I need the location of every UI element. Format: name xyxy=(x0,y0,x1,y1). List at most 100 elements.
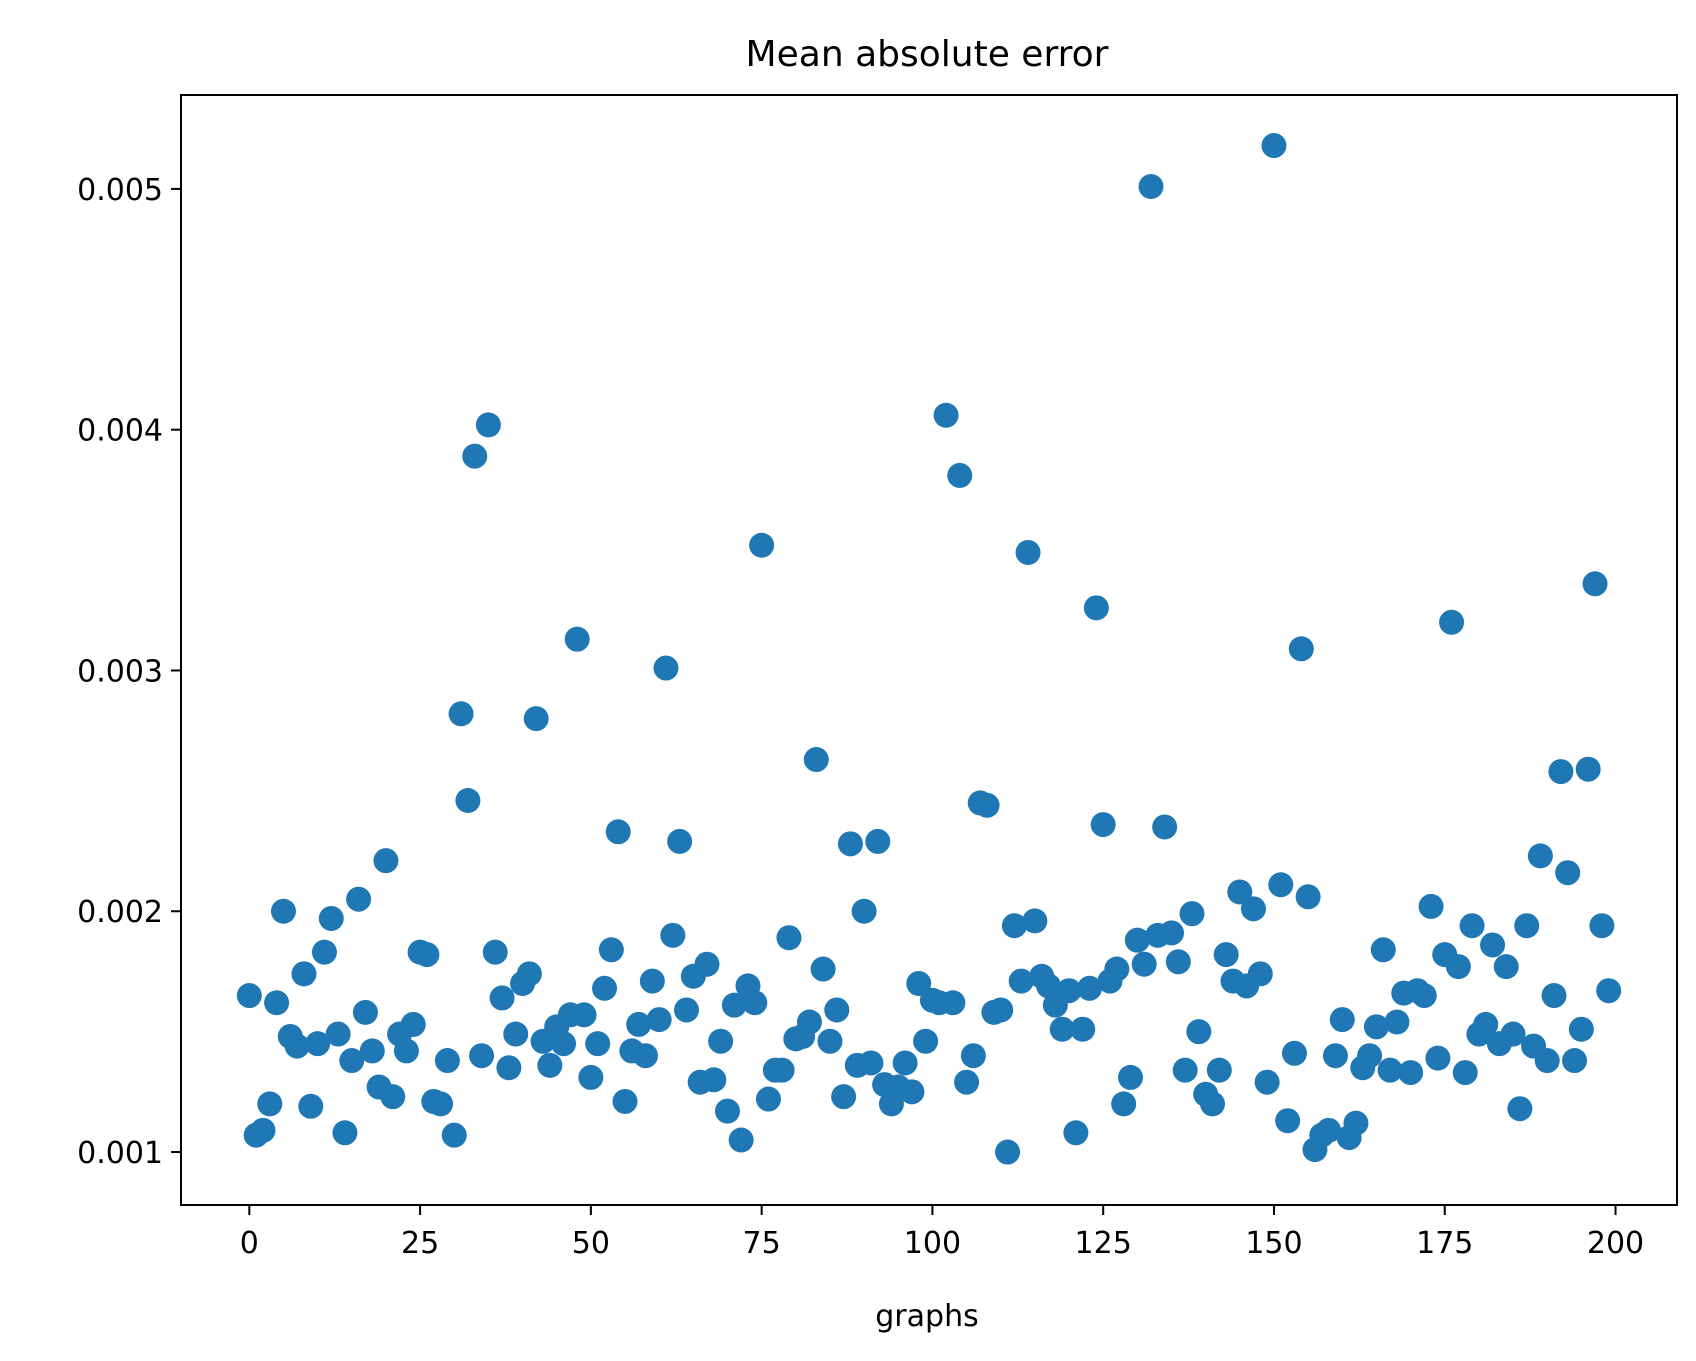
scatter-point xyxy=(1425,1045,1451,1071)
scatter-point xyxy=(933,402,959,428)
scatter-point xyxy=(810,956,836,982)
scatter-point xyxy=(995,1139,1021,1165)
scatter-point xyxy=(1172,1057,1198,1083)
scatter-point xyxy=(674,997,699,1023)
x-tick-label: 100 xyxy=(904,1226,961,1261)
scatter-point xyxy=(441,1122,467,1148)
scatter-point xyxy=(974,792,1000,818)
x-tick-label: 150 xyxy=(1245,1226,1302,1261)
scatter-point xyxy=(298,1093,324,1119)
scatter-point xyxy=(551,1031,577,1057)
scatter-point xyxy=(1268,872,1294,898)
scatter-point xyxy=(1186,1019,1212,1045)
scatter-point xyxy=(359,1038,385,1064)
scatter-point xyxy=(1001,913,1027,939)
scatter-point xyxy=(1548,759,1574,785)
scatter-point xyxy=(414,942,440,968)
y-tick-label: 0.005 xyxy=(77,173,163,208)
scatter-point xyxy=(1562,1048,1588,1074)
scatter-point xyxy=(1575,756,1601,782)
scatter-point xyxy=(1288,636,1314,662)
scatter-point xyxy=(1240,896,1266,922)
x-tick-label: 175 xyxy=(1416,1226,1473,1261)
scatter-point xyxy=(1022,908,1048,934)
chart-title: Mean absolute error xyxy=(746,34,1109,75)
x-tick-label: 200 xyxy=(1587,1226,1644,1261)
scatter-point xyxy=(503,1021,529,1047)
scatter-point xyxy=(1165,949,1191,975)
scatter-point xyxy=(1008,968,1034,994)
y-tick-label: 0.004 xyxy=(77,414,163,449)
scatter-point xyxy=(646,1007,672,1033)
scatter-point xyxy=(1343,1110,1369,1136)
scatter-point xyxy=(940,990,966,1016)
scatter-point xyxy=(605,819,631,845)
y-tick-label: 0.003 xyxy=(77,654,163,689)
x-tick-label: 75 xyxy=(743,1226,781,1261)
scatter-point xyxy=(1500,1021,1526,1047)
scatter-point xyxy=(899,1079,925,1105)
scatter-point xyxy=(947,462,973,488)
scatter-point xyxy=(1363,1014,1389,1040)
scatter-point xyxy=(1261,133,1287,159)
scatter-point xyxy=(1445,954,1471,980)
scatter-point xyxy=(660,922,686,948)
scatter-point xyxy=(1159,920,1184,946)
scatter-point xyxy=(346,886,372,912)
scatter-point xyxy=(913,1028,939,1054)
scatter-point xyxy=(250,1117,276,1143)
scatter-point xyxy=(960,1043,986,1069)
scatter-point xyxy=(837,831,863,857)
scatter-point xyxy=(1596,978,1622,1004)
scatter-point xyxy=(448,701,474,727)
scatter-point xyxy=(393,1038,419,1064)
scatter-point xyxy=(305,1031,331,1057)
scatter-point xyxy=(776,925,802,951)
scatter-point xyxy=(585,1031,611,1057)
scatter-point xyxy=(626,1011,652,1037)
scatter-point xyxy=(1036,973,1062,999)
scatter-point xyxy=(1049,1016,1075,1042)
scatter-point xyxy=(701,1067,727,1093)
scatter-point xyxy=(1063,1120,1089,1146)
scatter-point xyxy=(721,992,747,1018)
scatter-point xyxy=(1056,978,1082,1004)
scatter-point xyxy=(639,968,665,994)
scatter-point xyxy=(434,1048,460,1074)
x-tick-label: 25 xyxy=(401,1226,439,1261)
scatter-point xyxy=(264,990,290,1016)
x-axis-label: graphs xyxy=(875,1299,978,1334)
y-tick-label: 0.002 xyxy=(77,895,163,930)
scatter-point xyxy=(1439,609,1465,635)
scatter-point xyxy=(633,1043,659,1069)
scatter-point xyxy=(1514,913,1540,939)
scatter-point xyxy=(332,1120,358,1146)
scatter-point xyxy=(380,1084,406,1110)
scatter-point xyxy=(858,1050,884,1076)
scatter-point xyxy=(1247,961,1273,987)
scatter-point xyxy=(1357,1043,1383,1069)
scatter-point xyxy=(1527,843,1553,869)
scatter-point xyxy=(318,905,344,931)
y-tick-label: 0.001 xyxy=(77,1136,163,1171)
scatter-point xyxy=(1384,1009,1410,1035)
scatter-point xyxy=(1179,901,1205,927)
scatter-point xyxy=(1473,1011,1499,1037)
scatter-point xyxy=(865,828,891,854)
scatter-point xyxy=(516,961,542,987)
scatter-point xyxy=(400,1011,426,1037)
scatter-point xyxy=(817,1028,843,1054)
scatter-point xyxy=(769,1057,795,1083)
scatter-point xyxy=(1131,951,1157,977)
scatter-point xyxy=(667,828,693,854)
scatter-point xyxy=(824,997,850,1023)
scatter-point xyxy=(653,655,679,681)
plot-frame xyxy=(180,94,1678,1206)
scatter-point xyxy=(1398,1060,1424,1086)
scatter-point xyxy=(475,412,501,438)
scatter-point xyxy=(462,443,488,469)
x-tick-label: 125 xyxy=(1075,1226,1132,1261)
scatter-point xyxy=(728,1127,754,1153)
scatter-point xyxy=(325,1021,351,1047)
